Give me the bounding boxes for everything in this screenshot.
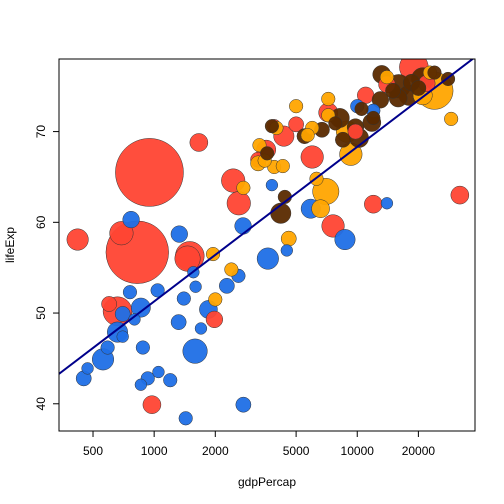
x-tick-label: 1000 xyxy=(141,444,168,458)
data-point xyxy=(260,146,275,161)
x-axis-title: gdpPercap xyxy=(238,475,296,489)
data-point xyxy=(379,70,394,85)
data-point xyxy=(178,411,193,426)
y-tick-label: 40 xyxy=(34,397,48,411)
data-point xyxy=(176,291,191,306)
data-point xyxy=(109,221,134,246)
data-point xyxy=(364,194,383,214)
data-point xyxy=(224,262,239,277)
data-point xyxy=(122,211,140,229)
x-axis: 500 1000 2000 5000 10000 20000 xyxy=(83,431,435,458)
data-point xyxy=(300,145,324,169)
data-point xyxy=(444,111,459,126)
data-point xyxy=(208,292,223,307)
data-point xyxy=(289,99,304,114)
y-tick-label: 50 xyxy=(34,306,48,320)
data-point xyxy=(128,313,141,326)
y-axis: 40 50 60 70 xyxy=(34,125,59,411)
data-point xyxy=(205,310,223,328)
data-point xyxy=(116,330,129,343)
data-point xyxy=(100,340,115,355)
data-point xyxy=(380,197,394,210)
data-point xyxy=(288,116,304,133)
data-point xyxy=(134,378,147,391)
data-point xyxy=(135,340,150,355)
trend-line-layer xyxy=(59,59,475,375)
data-point xyxy=(130,297,151,318)
data-point xyxy=(280,244,293,257)
data-point xyxy=(234,217,252,235)
data-point xyxy=(275,159,290,174)
data-point xyxy=(236,180,251,195)
data-point xyxy=(265,178,279,192)
data-point xyxy=(366,110,381,126)
plot-frame xyxy=(58,58,476,432)
data-point xyxy=(81,362,94,375)
data-point xyxy=(300,128,315,143)
data-point xyxy=(206,247,221,262)
y-tick-label: 70 xyxy=(34,125,48,139)
data-point xyxy=(189,280,202,293)
y-tick-label: 60 xyxy=(34,215,48,229)
data-point xyxy=(385,82,401,99)
y-axis-title: lifeExp xyxy=(3,227,17,263)
data-point xyxy=(150,283,165,298)
data-point xyxy=(194,322,208,335)
data-point xyxy=(115,138,184,207)
data-point xyxy=(170,225,188,243)
data-point xyxy=(152,365,165,379)
data-point xyxy=(335,131,351,148)
x-tick-label: 20000 xyxy=(402,444,436,458)
trend-line xyxy=(59,59,475,375)
data-point xyxy=(66,228,89,251)
data-point xyxy=(189,133,209,152)
data-point xyxy=(182,338,208,364)
data-point xyxy=(235,396,252,413)
data-point xyxy=(427,65,442,80)
data-point xyxy=(280,230,297,247)
data-point xyxy=(122,285,137,300)
data-point xyxy=(347,123,364,140)
x-tick-label: 5000 xyxy=(283,444,310,458)
data-point xyxy=(114,306,131,322)
data-point xyxy=(334,229,356,251)
data-point xyxy=(410,80,427,96)
data-point xyxy=(321,91,336,106)
points-layer xyxy=(66,59,470,426)
x-tick-label: 500 xyxy=(83,444,103,458)
data-point xyxy=(163,373,178,388)
x-tick-label: 10000 xyxy=(341,444,375,458)
data-point xyxy=(450,185,470,205)
data-point xyxy=(226,191,251,216)
data-point xyxy=(142,395,162,414)
data-point xyxy=(256,247,279,270)
data-point xyxy=(218,277,235,294)
data-point xyxy=(354,101,369,116)
data-point xyxy=(101,296,117,312)
data-point xyxy=(264,119,279,134)
x-tick-label: 2000 xyxy=(202,444,229,458)
data-point xyxy=(328,116,343,131)
data-point xyxy=(311,199,330,218)
data-point xyxy=(371,91,389,109)
data-point xyxy=(170,314,187,330)
